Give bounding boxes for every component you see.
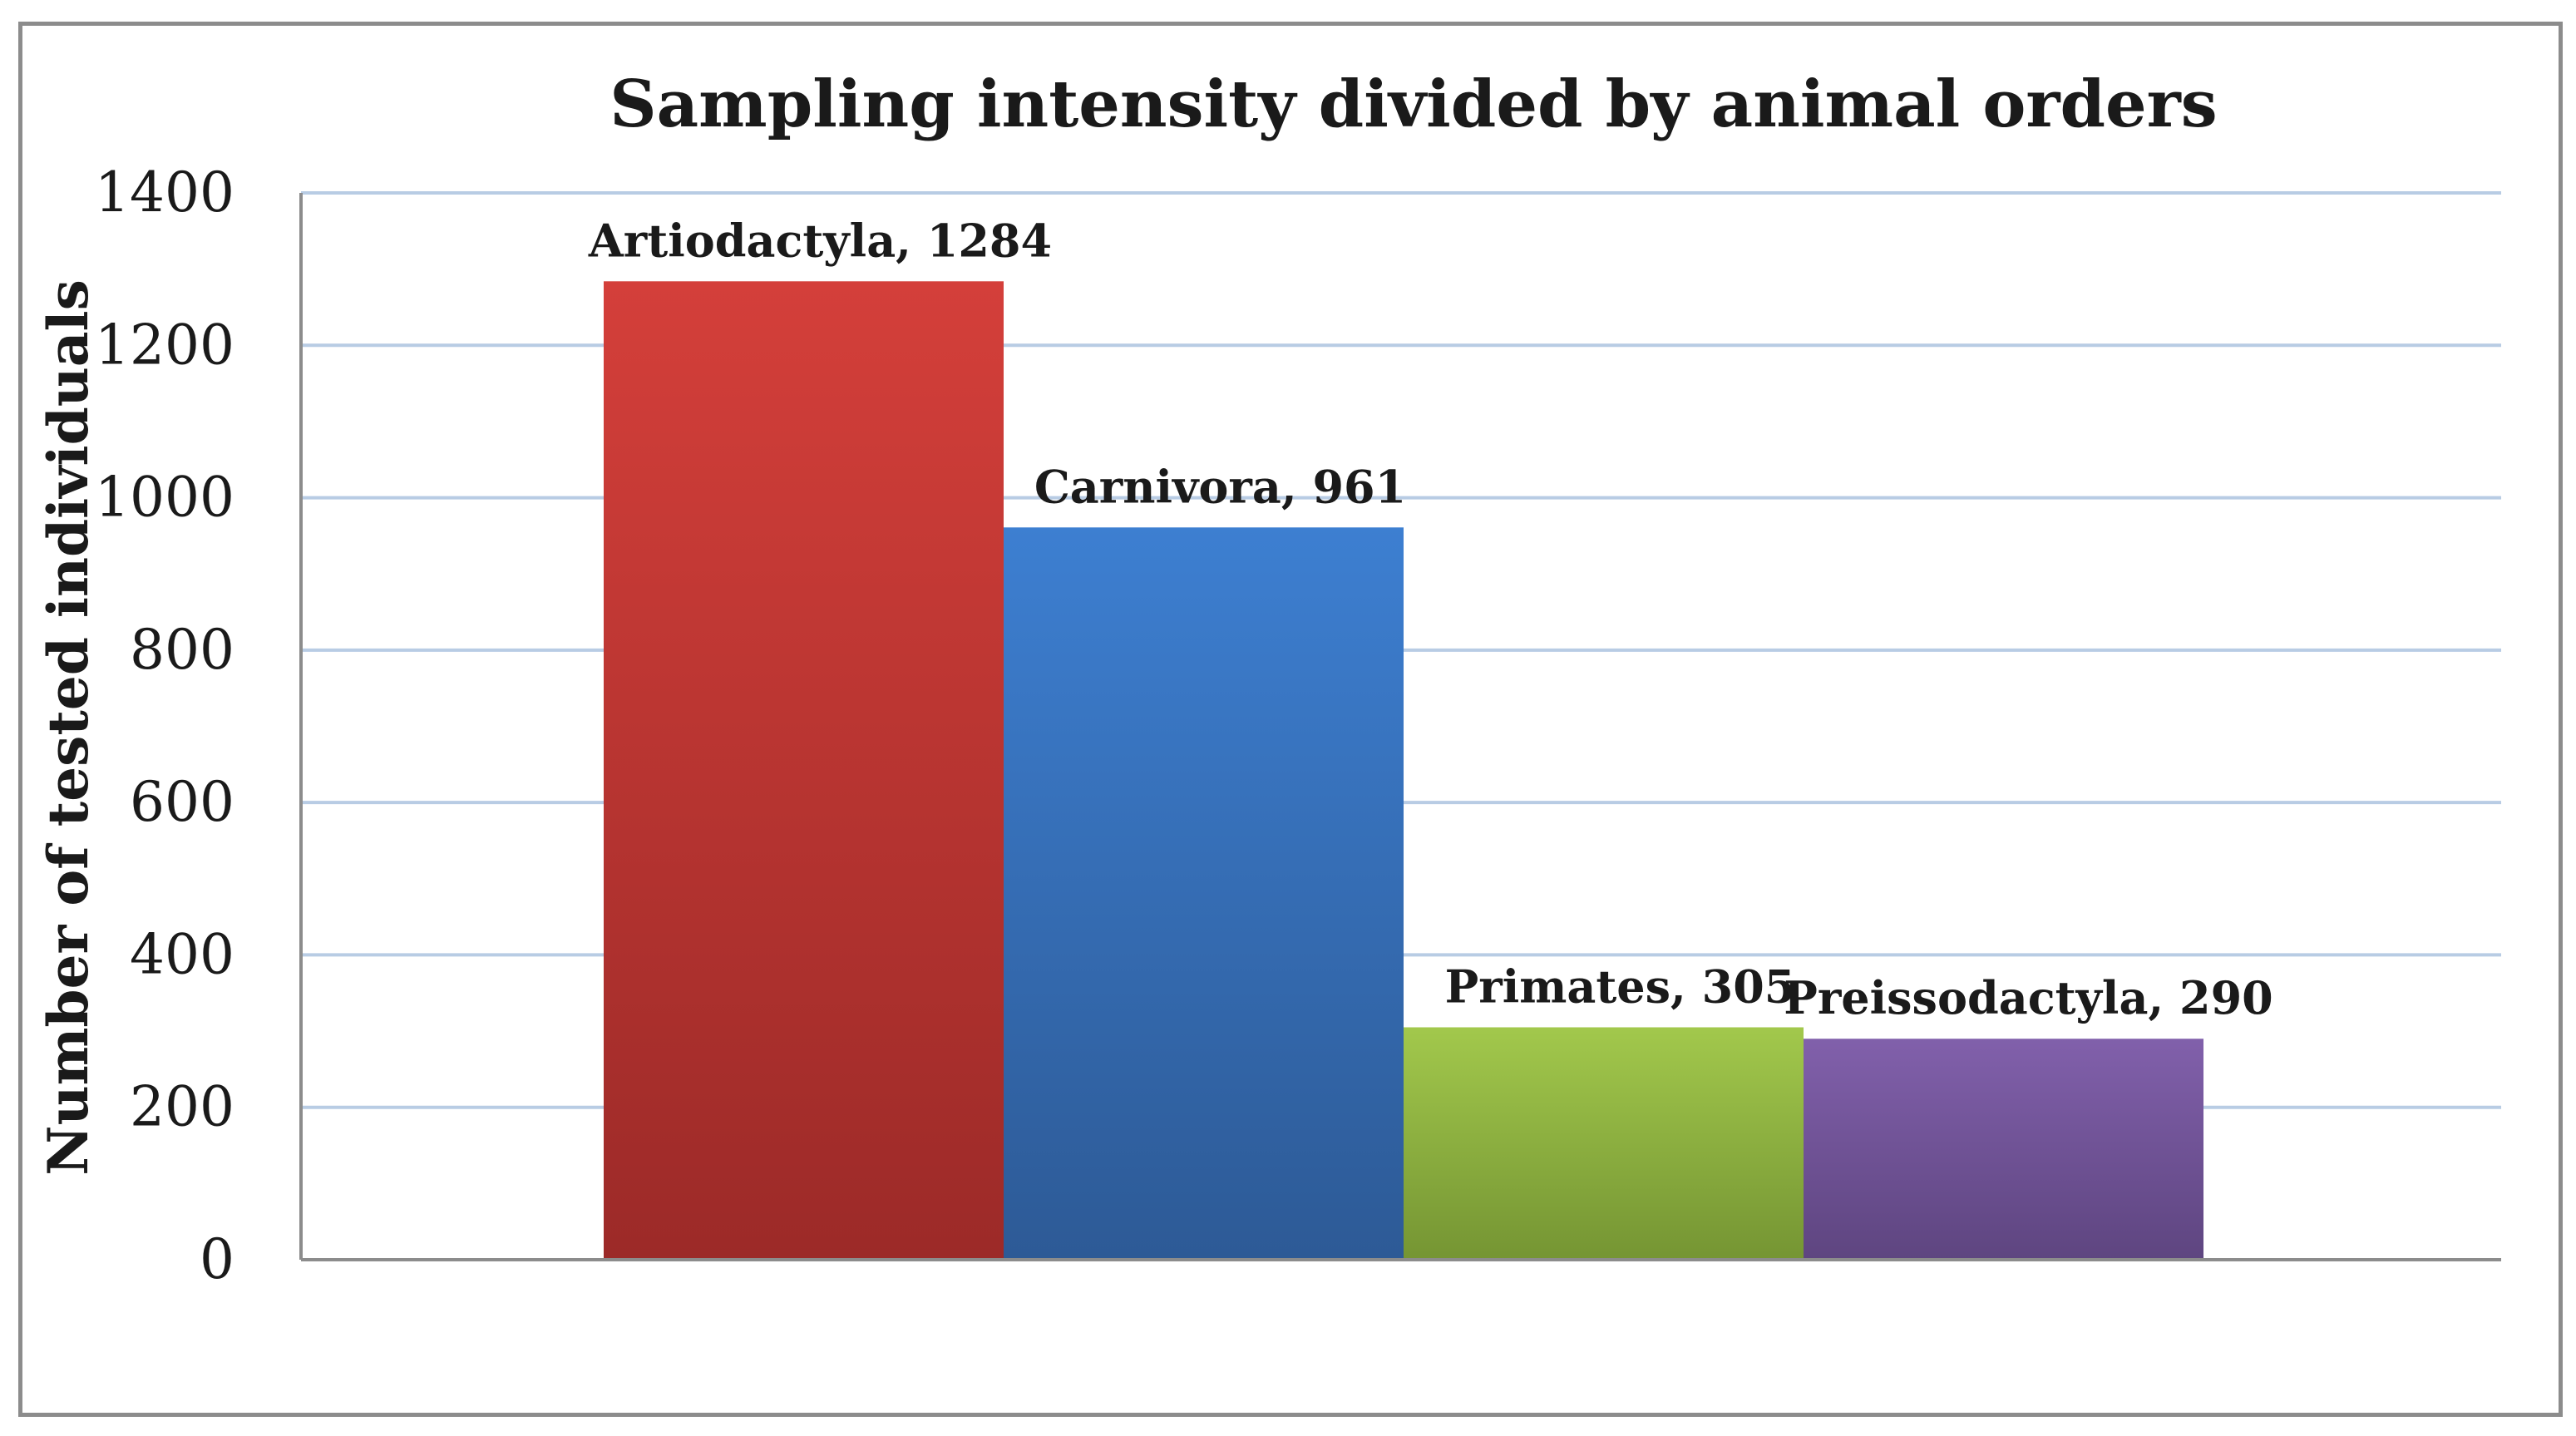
y-tick-label-1400: 1400 [95, 160, 234, 225]
data-label-preissodactyla: Preissodactyla, 290 [1784, 971, 2273, 1024]
chart-title: Sampling intensity divided by animal ord… [609, 67, 2217, 142]
bars [604, 281, 2203, 1261]
bar-primates [1404, 1027, 1804, 1260]
bar-carnivora [1004, 527, 1404, 1260]
data-label-primates: Primates, 305 [1445, 960, 1796, 1013]
y-tick-label-400: 400 [130, 922, 234, 986]
y-tick-label-1200: 1200 [95, 313, 234, 377]
y-tick-label-800: 800 [130, 618, 234, 682]
bar-preissodactyla [1804, 1039, 2203, 1260]
y-axis-label: Number of tested individuals [36, 279, 101, 1176]
y-tick-label-0: 0 [200, 1227, 234, 1291]
y-tick-label-200: 200 [130, 1075, 234, 1139]
data-label-artiodactyla: Artiodactyla, 1284 [588, 214, 1052, 267]
y-tick-label-600: 600 [130, 770, 234, 834]
data-labels: Artiodactyla, 1284 Carnivora, 961 Primates… [588, 214, 2273, 1024]
data-label-carnivora: Carnivora, 961 [1034, 460, 1406, 513]
y-tick-labels: 0 200 400 600 800 1000 1200 1400 [95, 160, 234, 1291]
y-tick-label-1000: 1000 [95, 466, 234, 530]
bar-artiodactyla [604, 281, 1004, 1261]
